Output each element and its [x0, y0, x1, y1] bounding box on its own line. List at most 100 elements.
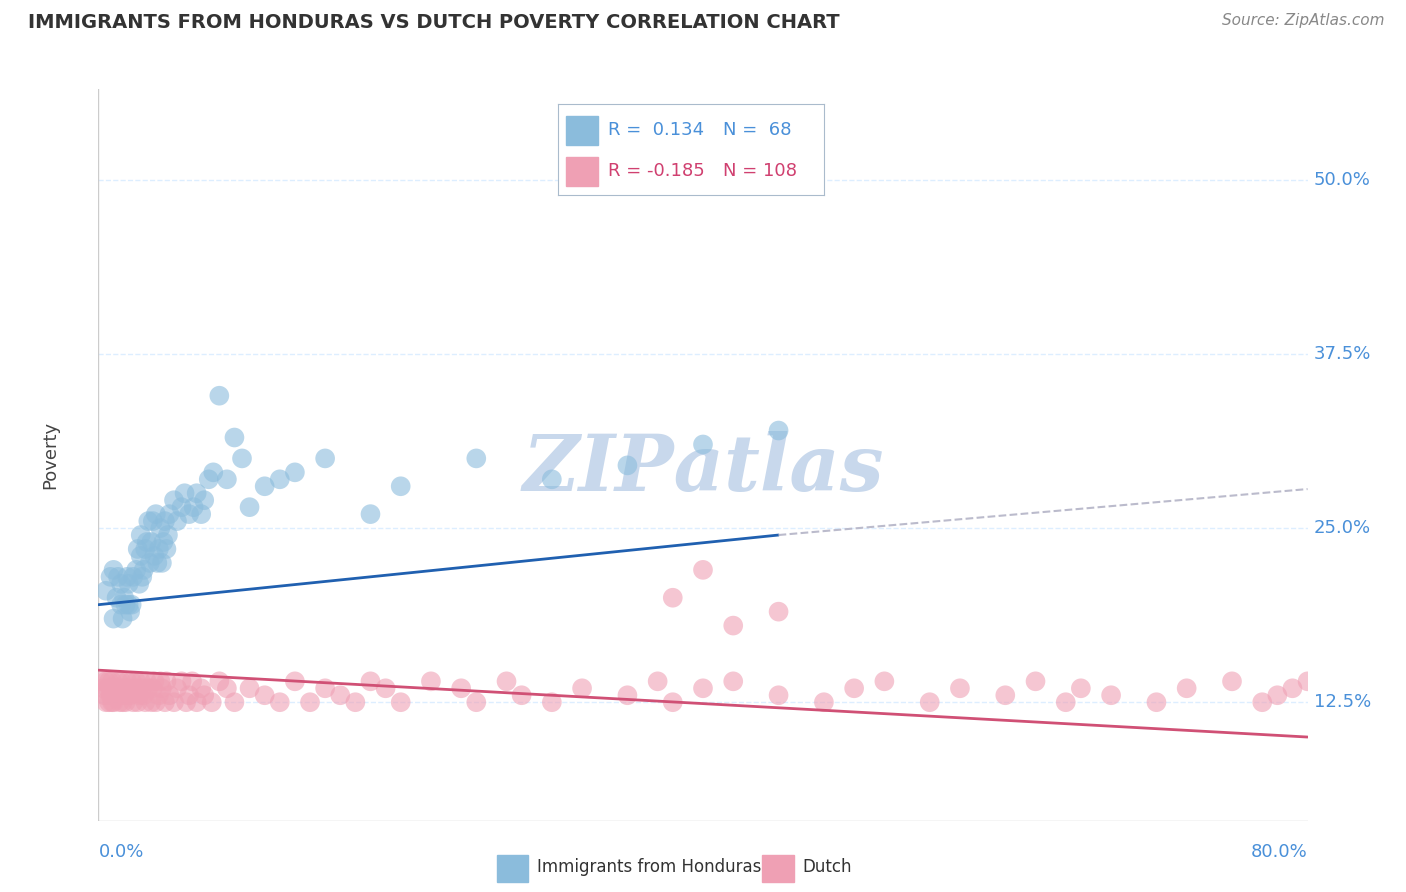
Point — [692, 563, 714, 577]
Point — [129, 674, 152, 689]
Point — [104, 688, 127, 702]
Point — [118, 576, 141, 591]
Point — [131, 681, 153, 696]
Point — [208, 389, 231, 403]
Point — [768, 605, 790, 619]
Point — [114, 695, 136, 709]
Point — [721, 618, 744, 632]
Text: 0.0%: 0.0% — [98, 843, 143, 861]
Point — [155, 674, 177, 689]
Point — [193, 493, 215, 508]
Point — [269, 472, 291, 486]
Text: 12.5%: 12.5% — [1313, 693, 1371, 711]
Point — [215, 681, 238, 696]
Text: 25.0%: 25.0% — [1313, 519, 1371, 537]
Point — [239, 500, 262, 515]
Point — [125, 674, 148, 689]
Point — [150, 556, 173, 570]
Point — [616, 458, 638, 473]
Point — [155, 541, 177, 556]
Point — [153, 695, 176, 709]
Point — [389, 695, 412, 709]
Point — [844, 681, 866, 696]
Point — [174, 695, 197, 709]
Point — [269, 695, 291, 709]
Point — [101, 695, 124, 709]
Point — [141, 535, 163, 549]
Point — [692, 437, 714, 451]
Point — [127, 541, 149, 556]
Bar — [762, 855, 793, 881]
Point — [197, 472, 219, 486]
Point — [156, 528, 179, 542]
Point — [118, 598, 141, 612]
Point — [1251, 695, 1274, 709]
Point — [118, 681, 141, 696]
Point — [135, 674, 157, 689]
Point — [1281, 681, 1303, 696]
Point — [1265, 688, 1288, 702]
Point — [540, 695, 562, 709]
Point — [139, 556, 162, 570]
Point — [159, 688, 181, 702]
Point — [949, 681, 972, 696]
Point — [647, 674, 669, 689]
Point — [202, 466, 225, 480]
Point — [142, 681, 165, 696]
Point — [163, 493, 186, 508]
Point — [115, 570, 138, 584]
Text: Dutch: Dutch — [803, 858, 852, 877]
Point — [201, 695, 224, 709]
Point — [110, 681, 132, 696]
Point — [148, 541, 170, 556]
Point — [510, 688, 533, 702]
Point — [127, 695, 149, 709]
Point — [314, 451, 336, 466]
Point — [110, 576, 132, 591]
Point — [299, 695, 322, 709]
Point — [183, 500, 205, 515]
Point — [153, 514, 176, 528]
Point — [918, 695, 941, 709]
Text: R =  0.134: R = 0.134 — [609, 121, 704, 139]
Point — [110, 598, 132, 612]
Point — [149, 674, 172, 689]
Point — [253, 479, 276, 493]
Point — [239, 681, 262, 696]
Point — [112, 681, 135, 696]
Text: R = -0.185: R = -0.185 — [609, 162, 706, 180]
Point — [111, 695, 134, 709]
Point — [181, 674, 204, 689]
Point — [1070, 681, 1092, 696]
Point — [1175, 681, 1198, 696]
Point — [994, 688, 1017, 702]
Point — [571, 681, 593, 696]
Point — [186, 695, 208, 709]
Point — [129, 549, 152, 563]
Point — [465, 451, 488, 466]
Point — [114, 598, 136, 612]
Point — [94, 674, 117, 689]
Point — [136, 681, 159, 696]
Text: Source: ZipAtlas.com: Source: ZipAtlas.com — [1222, 13, 1385, 29]
Point — [129, 528, 152, 542]
Point — [163, 695, 186, 709]
Text: N =  68: N = 68 — [723, 121, 792, 139]
Point — [125, 563, 148, 577]
Point — [103, 695, 125, 709]
Point — [121, 674, 143, 689]
Point — [108, 695, 131, 709]
Point — [721, 674, 744, 689]
Point — [873, 674, 896, 689]
Point — [465, 695, 488, 709]
Point — [110, 674, 132, 689]
Point — [190, 681, 212, 696]
Point — [120, 688, 142, 702]
Point — [450, 681, 472, 696]
Point — [100, 570, 122, 584]
Point — [173, 486, 195, 500]
Point — [93, 688, 115, 702]
Point — [1024, 674, 1046, 689]
Point — [419, 674, 441, 689]
Point — [98, 695, 121, 709]
